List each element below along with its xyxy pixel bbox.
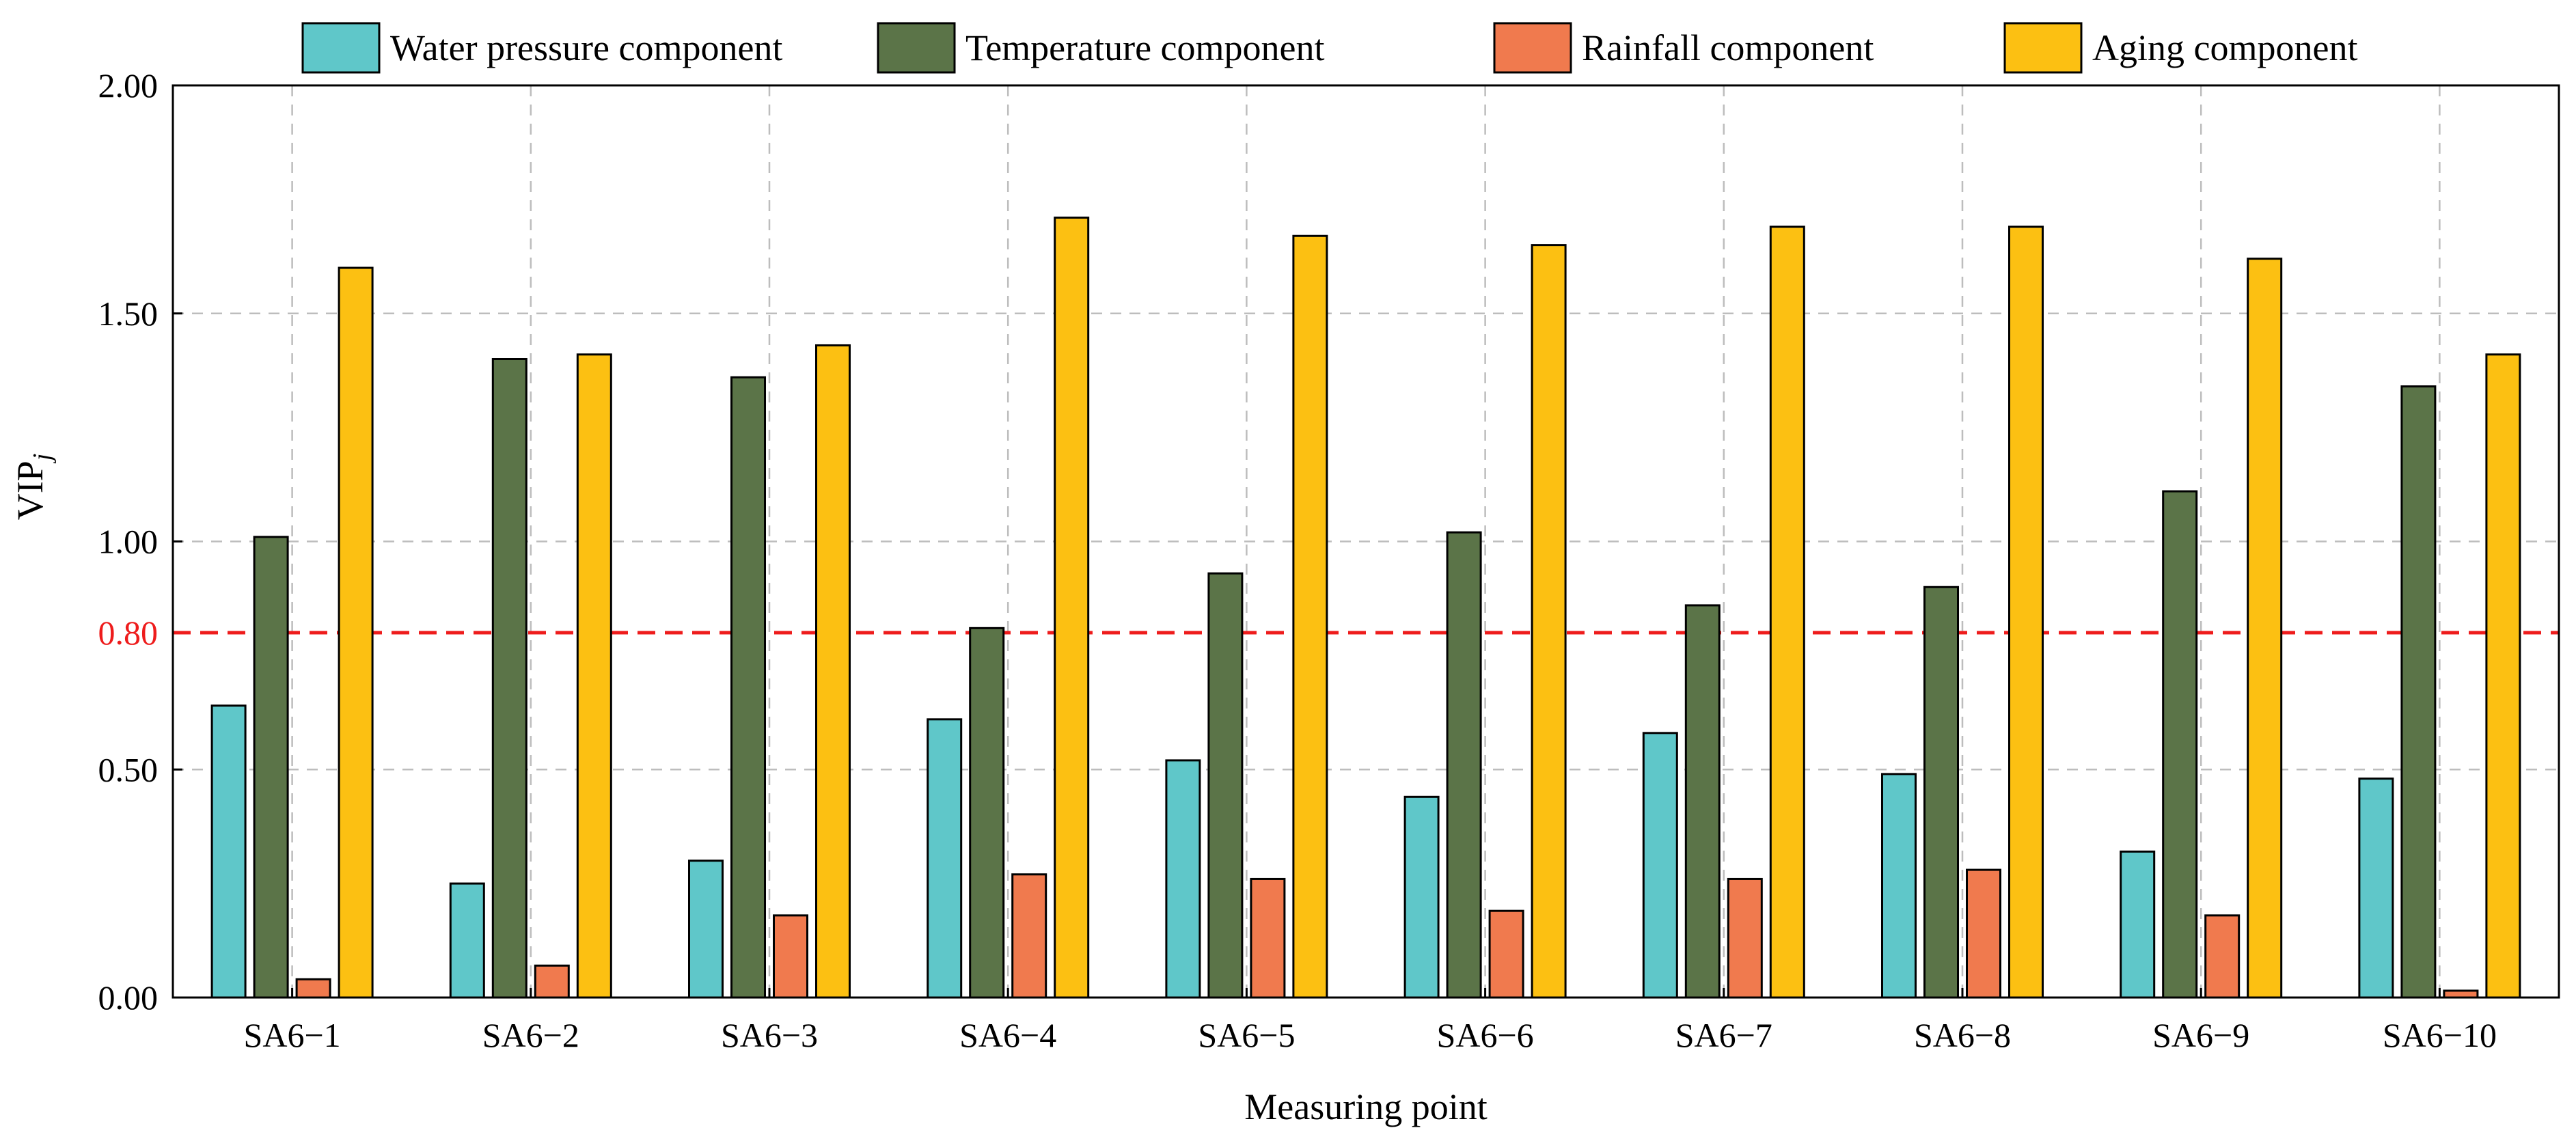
series-4 (338, 217, 2521, 999)
y-tick-label: 2.00 (98, 66, 159, 105)
bar (2204, 914, 2241, 999)
grid-lines (173, 85, 2559, 998)
bar (449, 882, 485, 999)
x-tick-label: SA6−4 (959, 1016, 1056, 1054)
bar (2400, 385, 2437, 999)
legend-swatch (301, 22, 381, 74)
bar (2162, 490, 2198, 999)
bar (1966, 868, 2001, 999)
series-3 (295, 868, 2479, 999)
legend-item-1: Water pressure component (301, 22, 782, 74)
bar (1292, 234, 1328, 999)
bar (253, 536, 289, 999)
legend-label: Rainfall component (1582, 27, 1874, 68)
bar (295, 978, 331, 999)
legend-label: Temperature component (965, 27, 1325, 68)
reference-line-group: 0.80 (98, 614, 2559, 652)
bar (1684, 604, 1721, 999)
bar (576, 353, 612, 999)
x-tick-label: SA6−2 (482, 1016, 579, 1054)
bar (338, 266, 374, 999)
bar (1165, 759, 1201, 999)
bar (1054, 217, 1090, 999)
y-tick-label: 0.00 (98, 978, 159, 1017)
bar (1642, 732, 1678, 999)
series-1 (210, 704, 2394, 999)
legend-swatch (2003, 22, 2083, 74)
bar (534, 964, 570, 999)
legend-swatch (877, 22, 956, 74)
bar (688, 860, 724, 999)
bar (210, 704, 247, 999)
bar (1011, 873, 1047, 999)
legend-item-2: Temperature component (877, 22, 1325, 74)
x-tick-label: SA6−3 (721, 1016, 818, 1054)
bar (969, 627, 1005, 999)
bar (1403, 795, 1440, 999)
bar (773, 914, 808, 999)
bar (2358, 778, 2394, 999)
y-axis-title-main: VIP (10, 460, 51, 520)
bar (1881, 773, 1917, 999)
bar (1488, 909, 1524, 999)
y-axis-title: VIPj (10, 454, 57, 521)
legend-item-3: Rainfall component (1493, 22, 1874, 74)
bars (210, 217, 2521, 999)
x-tick-label: SA6−6 (1437, 1016, 1534, 1054)
bar (1207, 572, 1244, 999)
bar (927, 718, 963, 999)
bar (2120, 850, 2156, 999)
x-tick-label: SA6−10 (2383, 1016, 2497, 1054)
bar (815, 344, 851, 999)
legend: Water pressure component Temperature comp… (301, 22, 2357, 74)
axis-ticks: 0.00 0.50 1.00 1.50 2.00 SA6−1 SA6−2 SA6−3 SA6−4… (98, 66, 2497, 1054)
legend-label: Water pressure component (390, 27, 782, 68)
legend-swatch (1493, 22, 1572, 74)
bar (1531, 244, 1567, 999)
bar (1923, 586, 1959, 999)
bar (2008, 225, 2044, 999)
y-tick-label: 0.50 (98, 750, 159, 788)
y-tick-label: 1.50 (98, 294, 159, 333)
x-tick-label: SA6−8 (1914, 1016, 2011, 1054)
bar (1769, 225, 1805, 999)
legend-item-4: Aging component (2003, 22, 2357, 74)
bar (2247, 258, 2283, 999)
legend-label: Aging component (2092, 27, 2357, 68)
bar (2485, 353, 2521, 999)
y-tick-label: 1.00 (98, 523, 159, 561)
x-tick-label: SA6−7 (1675, 1016, 1772, 1054)
x-tick-label: SA6−5 (1198, 1016, 1295, 1054)
x-tick-label: SA6−1 (244, 1016, 341, 1054)
bar (1250, 877, 1286, 999)
reference-line-label: 0.80 (98, 614, 159, 652)
x-axis-title: Measuring point (1244, 1086, 1487, 1127)
x-tick-label: SA6−9 (2152, 1016, 2249, 1054)
bar (730, 376, 766, 999)
bar (1727, 877, 1763, 999)
series-2 (253, 358, 2437, 999)
bar (1446, 531, 1482, 999)
bar (491, 358, 527, 999)
bar (2443, 989, 2479, 999)
